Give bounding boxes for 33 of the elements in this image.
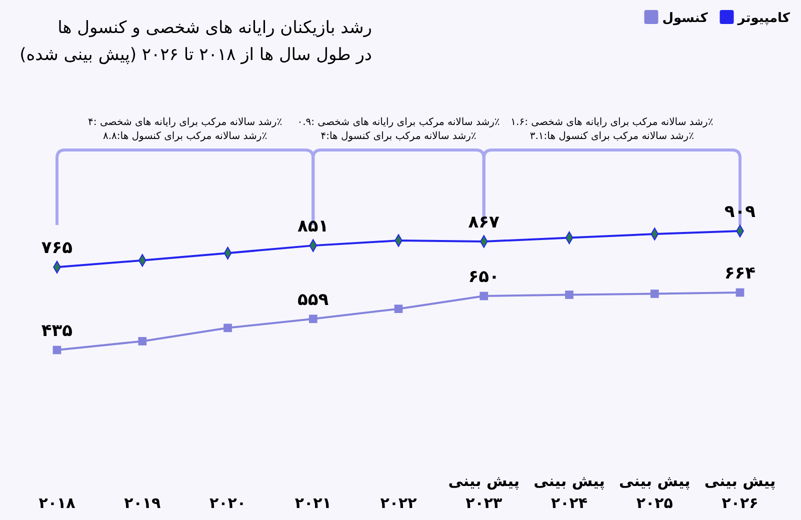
text: رشد سالانه مرکب برای رایانه های شخصی :۴٪ رشد سالانه مرکب برای کنسول ها:۸.۸٪ (88, 117, 282, 142)
chart-title: رشد بازیکنان رایانه های شخصی و کنسول ها (58, 18, 372, 38)
data-label: ۹۰۹ (724, 202, 756, 222)
x-tick-label: ۲۰۱۸ (38, 494, 76, 512)
text: رشد سالانه مرکب برای رایانه های شخصی :۰.۹٪ رشد سالانه مرکب برای کنسول ها:۴٪ (297, 117, 500, 142)
data-label: ۸۶۷ (468, 212, 500, 233)
x-tick-label: ۲۰۱۹ (124, 494, 161, 512)
point (650, 290, 659, 298)
point (394, 304, 403, 314)
x-tick-label: ۲۰۲۲ (380, 494, 417, 512)
data-label: ۷۶۵ (41, 238, 73, 258)
point (480, 292, 488, 300)
data-label: ۵۵۹ (298, 290, 330, 310)
legend-label: کامپیوتر (736, 11, 790, 26)
point (138, 337, 147, 346)
x-tick-label: ۲۰۲۱ (294, 494, 332, 512)
x-tick-label: پیش بینی ۲۰۲۳ (448, 472, 520, 512)
data-label: ۸۵۱ (298, 216, 329, 237)
data-label: ۶۶۴ (724, 264, 756, 284)
text: رشد سالانه مرکب برای رایانه های شخصی :۱.۶٪ رشد سالانه مرکب برای کنسول ها:۳.۱٪ (510, 117, 714, 142)
point (736, 288, 744, 297)
x-tick-label: پیش بینی ۲۰۲۵ (619, 472, 690, 512)
data-label: ۴۳۵ (41, 321, 73, 341)
point (224, 324, 232, 332)
x-tick-label: ۲۰۲۰ (209, 494, 246, 512)
point (565, 290, 574, 299)
legend-label: کنسول (662, 11, 708, 26)
point (308, 314, 318, 324)
x-tick-label: پیش بینی ۲۰۲۶ (704, 472, 776, 512)
point (52, 346, 62, 354)
x-tick-label: پیش بینی ۲۰۲۴ (534, 472, 605, 512)
chart-subtitle: در طول سال ها از ۲۰۱۸ تا ۲۰۲۶ (پیش بینی شده) (20, 45, 372, 65)
data-label: ۶۵۰ (468, 267, 500, 288)
